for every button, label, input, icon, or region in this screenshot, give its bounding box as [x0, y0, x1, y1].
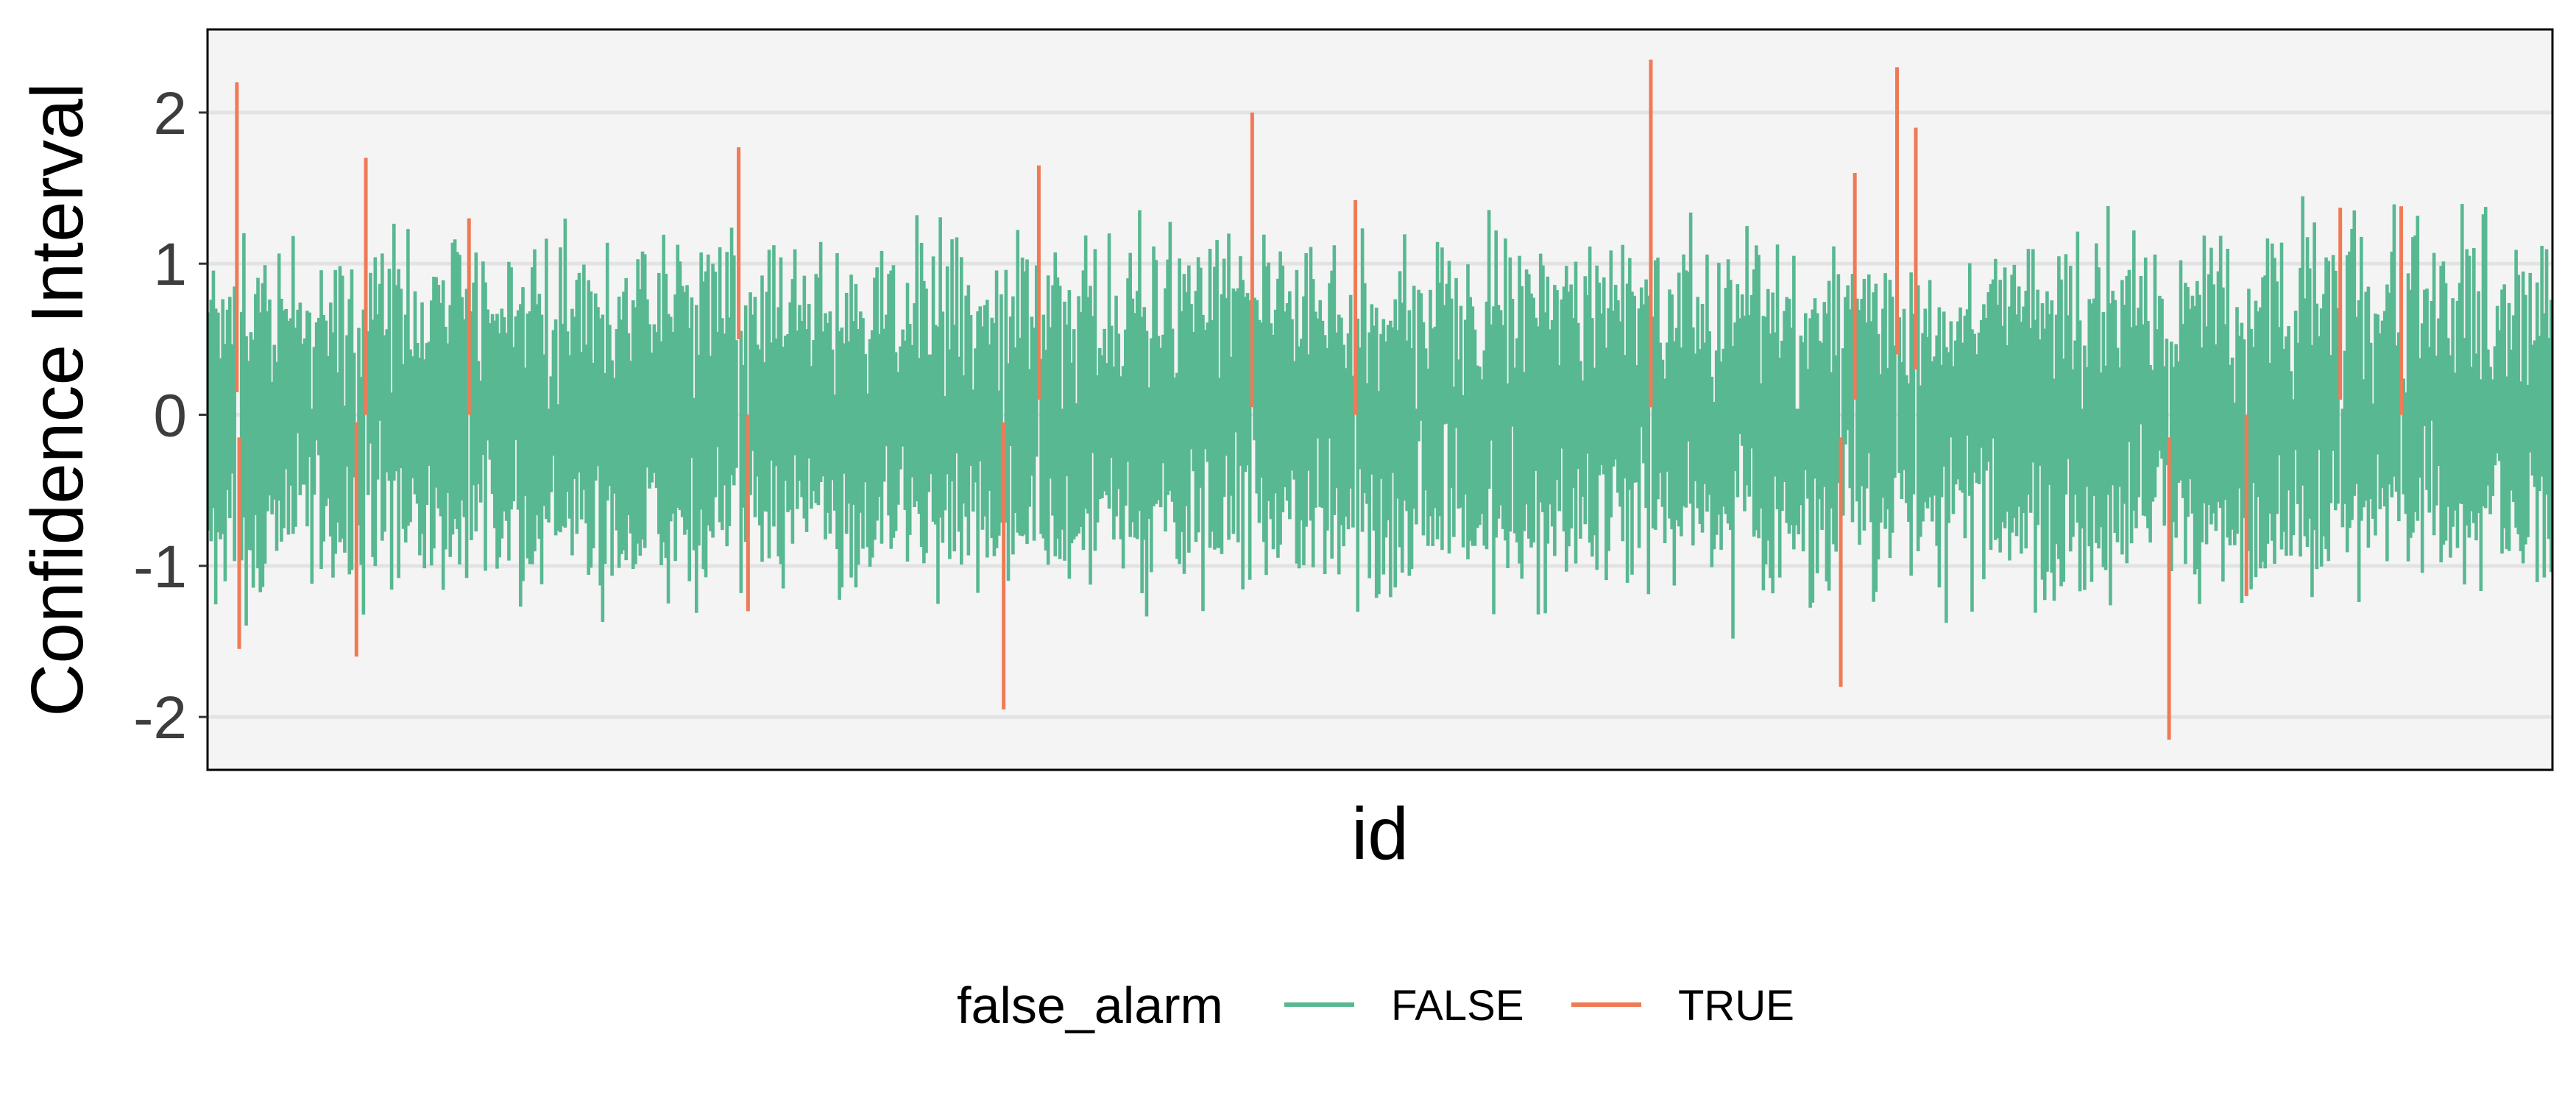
y-tick-label: 0 — [153, 383, 187, 450]
legend-title: false_alarm — [957, 977, 1223, 1034]
x-axis-title: id — [1351, 793, 1409, 875]
legend-label-false: FALSE — [1391, 982, 1524, 1030]
y-axis-title: Confidence Interval — [16, 82, 99, 717]
y-tick-label: 1 — [153, 231, 187, 298]
interval-segments — [207, 60, 2553, 740]
legend: false_alarm FALSE TRUE — [957, 977, 1794, 1034]
y-axis: -2 -1 0 1 2 — [133, 80, 208, 751]
plot-border — [206, 28, 2554, 771]
legend-label-true: TRUE — [1678, 982, 1794, 1030]
y-tick-label: -2 — [133, 684, 187, 751]
y-tick-label: 2 — [153, 80, 187, 147]
y-tick-label: -1 — [133, 534, 187, 601]
